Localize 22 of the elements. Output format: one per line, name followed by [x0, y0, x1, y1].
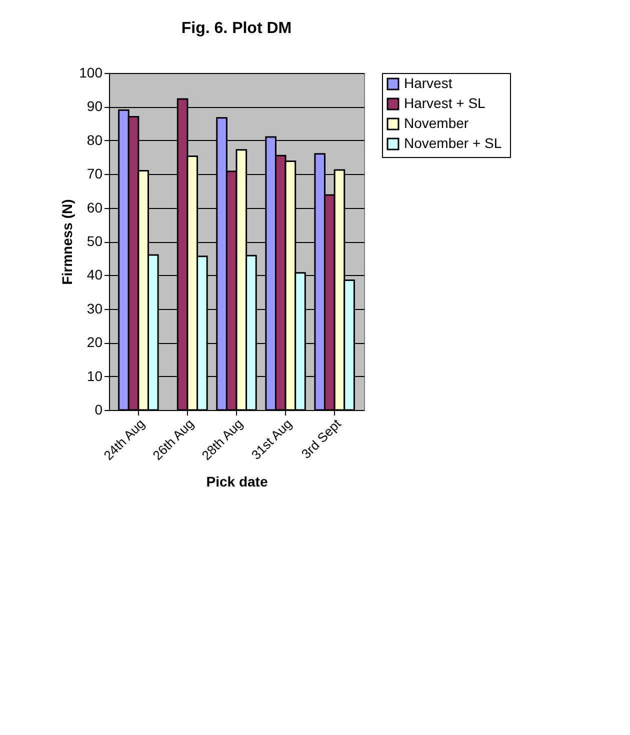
x-axis-title: Pick date [206, 473, 268, 490]
y-tick-label: 100 [79, 64, 103, 80]
y-axis-title: Firmness (N) [59, 199, 76, 285]
legend-label: November + SL [404, 135, 502, 151]
y-tick-label: 90 [86, 98, 103, 114]
chart-title: Fig. 6. Plot DM [181, 20, 292, 37]
legend-label: November [404, 115, 469, 131]
y-tick-label: 60 [86, 199, 103, 216]
y-tick-label: 50 [86, 233, 103, 249]
y-tick-label: 40 [86, 266, 103, 283]
y-tick-label: 80 [86, 132, 103, 148]
x-tick-label: 28th Aug [198, 416, 246, 463]
y-tick-label: 30 [86, 300, 103, 316]
y-tick-label: 0 [94, 402, 103, 418]
legend-label: Harvest [404, 75, 452, 91]
legend-label: Harvest + SL [404, 95, 486, 111]
y-tick-label: 20 [86, 334, 103, 350]
x-tick-label: 31st Aug [248, 416, 295, 462]
x-tick-label: 26th Aug [150, 416, 197, 463]
y-tick-label: 10 [86, 368, 103, 384]
y-tick-label: 70 [86, 166, 103, 182]
x-tick-label: 24th Aug [100, 416, 148, 463]
